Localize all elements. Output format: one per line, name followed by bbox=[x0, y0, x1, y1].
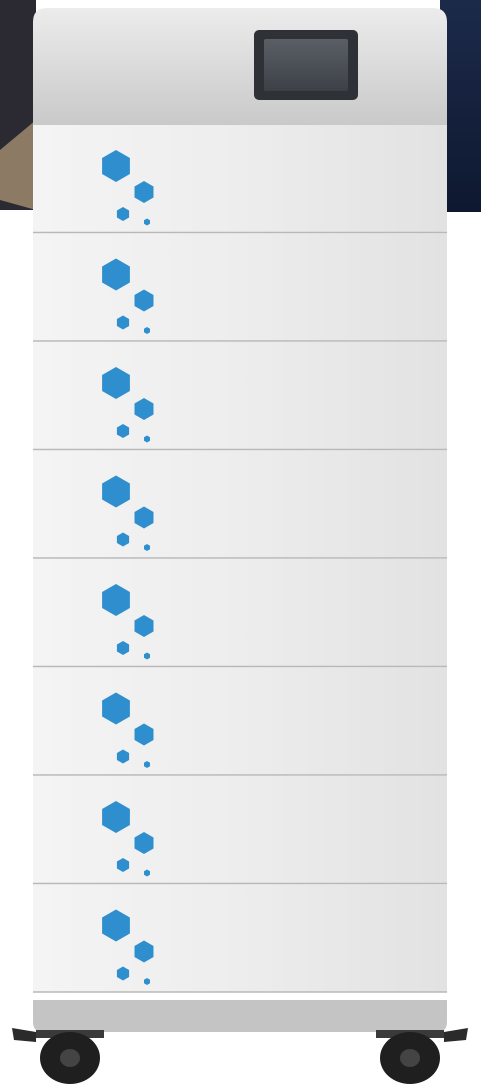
module-panel bbox=[33, 559, 447, 666]
battery-module bbox=[33, 125, 447, 233]
battery-module bbox=[33, 559, 447, 667]
battery-module bbox=[33, 234, 447, 342]
caster bbox=[12, 1028, 104, 1084]
battery-module bbox=[33, 451, 447, 559]
battery-modules bbox=[33, 125, 447, 992]
display-screen bbox=[264, 39, 348, 91]
caster bbox=[376, 1028, 468, 1084]
cabinet-base bbox=[33, 1000, 447, 1032]
battery-module bbox=[33, 885, 447, 993]
module-panel bbox=[33, 125, 447, 232]
battery-module bbox=[33, 342, 447, 450]
cabinet-top-cap bbox=[33, 8, 447, 125]
module-panel bbox=[33, 668, 447, 775]
caster-brake bbox=[444, 1028, 468, 1042]
module-panel bbox=[33, 342, 447, 449]
page: (() => { const data = JSON.parse(documen… bbox=[0, 0, 481, 1084]
module-panel bbox=[33, 234, 447, 341]
wheels bbox=[12, 1028, 468, 1084]
battery-module bbox=[33, 776, 447, 884]
caster-hub bbox=[60, 1049, 80, 1067]
module-panel bbox=[33, 451, 447, 558]
caster-brake bbox=[12, 1028, 36, 1042]
battery-cabinet-photo bbox=[0, 0, 481, 1084]
caster-hub bbox=[400, 1049, 420, 1067]
module-panel bbox=[33, 776, 447, 883]
battery-module bbox=[33, 668, 447, 776]
module-panel bbox=[33, 885, 447, 992]
